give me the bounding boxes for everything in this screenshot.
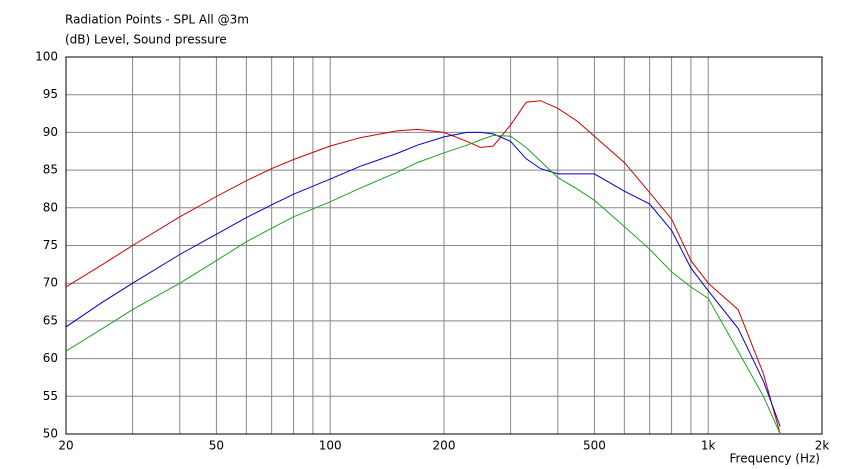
y-tick-label: 85 [43, 163, 58, 177]
y-tick-label: 75 [43, 238, 58, 252]
x-axis-label: Frequency (Hz) [730, 452, 821, 466]
y-tick-label: 95 [43, 87, 58, 101]
y-tick-label: 50 [43, 427, 58, 441]
y-tick-label: 55 [43, 389, 58, 403]
series-line [66, 100, 781, 434]
x-tick-label: 500 [583, 439, 606, 453]
x-tick-label: 1k [701, 439, 716, 453]
y-tick-label: 90 [43, 125, 58, 139]
x-tick-label: 2k [815, 439, 830, 453]
y-tick-label: 70 [43, 276, 58, 290]
x-tick-label: 100 [319, 439, 342, 453]
x-tick-label: 50 [209, 439, 224, 453]
y-axis-label: (dB) Level, Sound pressure [65, 33, 227, 47]
y-tick-label: 80 [43, 200, 58, 214]
y-tick-label: 100 [35, 50, 58, 64]
plot-frame [65, 56, 823, 435]
series-line [66, 134, 781, 434]
x-tick-label: 200 [433, 439, 456, 453]
x-tick-label: 20 [58, 439, 73, 453]
series-line [66, 131, 781, 427]
y-tick-label: 60 [43, 351, 58, 365]
y-tick-label: 65 [43, 313, 58, 327]
chart-title: Radiation Points - SPL All @3m [65, 13, 249, 27]
